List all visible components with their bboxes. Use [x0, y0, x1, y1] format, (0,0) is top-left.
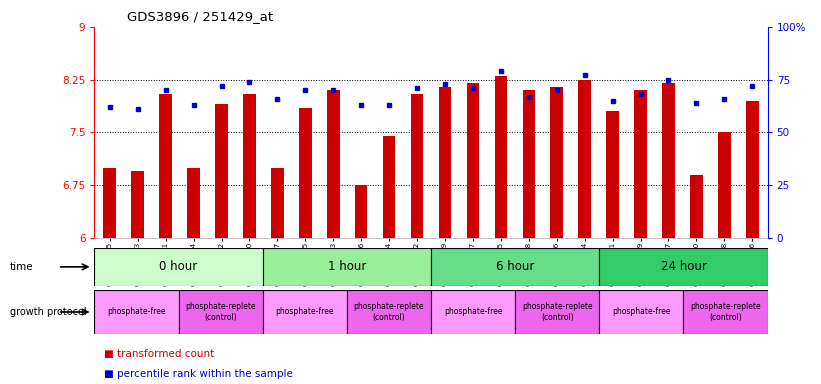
Bar [243, 94, 255, 238]
Bar [599, 248, 768, 286]
Bar [94, 248, 263, 286]
Bar [431, 290, 516, 334]
Bar [263, 290, 347, 334]
Bar [607, 111, 619, 238]
Bar [383, 136, 396, 238]
Bar [355, 185, 368, 238]
Bar [347, 290, 431, 334]
Bar [215, 104, 227, 238]
Bar [299, 108, 312, 238]
Bar [131, 171, 144, 238]
Bar [103, 168, 116, 238]
Text: phosphate-replete
(control): phosphate-replete (control) [690, 302, 761, 322]
Bar [410, 94, 424, 238]
Bar [522, 90, 535, 238]
Bar [179, 290, 263, 334]
Text: phosphate-replete
(control): phosphate-replete (control) [354, 302, 424, 322]
Bar [718, 132, 731, 238]
Text: ■ percentile rank within the sample: ■ percentile rank within the sample [104, 369, 293, 379]
Bar [159, 94, 172, 238]
Bar [94, 290, 179, 334]
Text: growth protocol: growth protocol [10, 307, 86, 317]
Text: 24 hour: 24 hour [661, 260, 706, 273]
Text: time: time [10, 262, 34, 272]
Bar [578, 80, 591, 238]
Bar [599, 290, 683, 334]
Text: 6 hour: 6 hour [496, 260, 534, 273]
Bar [516, 290, 599, 334]
Text: 0 hour: 0 hour [159, 260, 198, 273]
Text: phosphate-free: phosphate-free [276, 308, 334, 316]
Bar [466, 83, 479, 238]
Bar [263, 248, 431, 286]
Bar [683, 290, 768, 334]
Bar [327, 90, 340, 238]
Bar [690, 175, 703, 238]
Bar [438, 87, 452, 238]
Bar [746, 101, 759, 238]
Bar [663, 83, 675, 238]
Text: phosphate-free: phosphate-free [444, 308, 502, 316]
Bar [635, 90, 647, 238]
Text: phosphate-free: phosphate-free [612, 308, 671, 316]
Text: GDS3896 / 251429_at: GDS3896 / 251429_at [127, 10, 273, 23]
Bar [187, 168, 200, 238]
Text: phosphate-replete
(control): phosphate-replete (control) [186, 302, 256, 322]
Bar [431, 248, 599, 286]
Bar [271, 168, 284, 238]
Text: phosphate-replete
(control): phosphate-replete (control) [522, 302, 593, 322]
Bar [494, 76, 507, 238]
Text: phosphate-free: phosphate-free [108, 308, 166, 316]
Text: 1 hour: 1 hour [328, 260, 366, 273]
Text: ■ transformed count: ■ transformed count [104, 349, 214, 359]
Bar [550, 87, 563, 238]
